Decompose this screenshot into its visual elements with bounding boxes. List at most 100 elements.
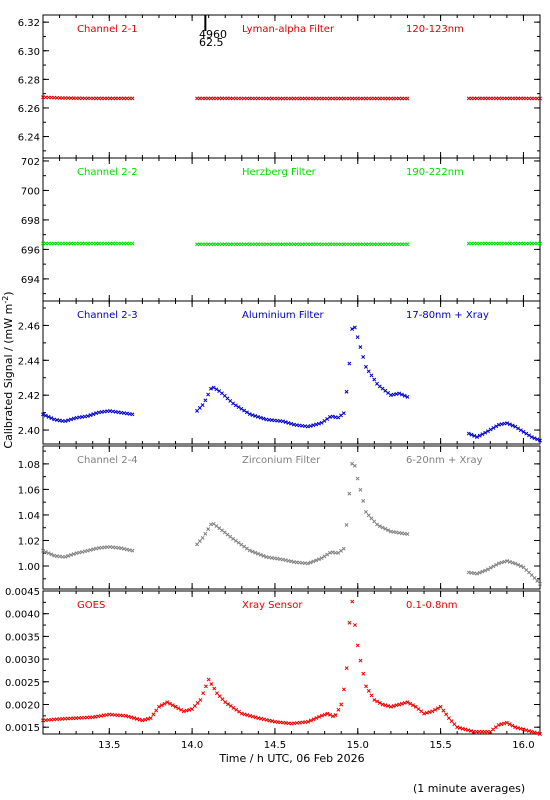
data-point — [452, 722, 457, 727]
data-point — [119, 410, 124, 415]
data-point — [234, 707, 239, 712]
data-point — [532, 436, 537, 441]
data-point — [350, 327, 355, 331]
data-point — [529, 729, 534, 734]
channel-label: Channel 2-1 — [77, 24, 138, 35]
data-point — [361, 498, 366, 503]
data-point — [469, 729, 473, 733]
data-point — [372, 377, 377, 382]
data-point — [529, 435, 534, 440]
data-point — [388, 393, 393, 398]
data-point — [424, 710, 429, 715]
data-point — [130, 241, 135, 246]
data-point — [341, 546, 346, 551]
data-point — [441, 708, 446, 713]
data-point — [108, 409, 113, 413]
data-point — [236, 540, 241, 545]
data-point — [344, 389, 349, 394]
band-label: 17-80nm + Xray — [406, 310, 489, 321]
data-point — [330, 550, 335, 555]
y-tick-label: 0.0030 — [5, 655, 40, 666]
data-point — [483, 568, 488, 573]
data-point — [127, 411, 132, 416]
data-point — [250, 413, 255, 418]
y-tick-label: 0.0035 — [5, 632, 40, 643]
panel-3: 2.40 2.42 2.44 2.46 Channel 2-3 Aluminium Fil… — [18, 300, 542, 445]
data-point — [366, 688, 371, 693]
data-point — [363, 364, 368, 369]
data-point — [430, 709, 435, 714]
x-axis-label: Time / h UTC, 06 Feb 2026 — [218, 752, 364, 765]
y-tick-label: 700 — [21, 186, 40, 197]
data-point — [71, 552, 76, 556]
data-point — [477, 433, 482, 438]
data-point — [325, 711, 330, 716]
data-point — [391, 392, 396, 397]
data-point — [319, 713, 324, 718]
data-point — [52, 553, 57, 558]
data-point — [352, 325, 357, 330]
data-point — [57, 418, 62, 423]
data-point — [399, 392, 404, 397]
data-point — [258, 415, 263, 420]
data-point — [388, 529, 393, 534]
data-point — [261, 717, 266, 722]
data-point — [137, 717, 142, 722]
data-point — [532, 576, 537, 580]
data-point — [402, 701, 407, 705]
data-point — [515, 725, 520, 730]
data-point — [496, 561, 501, 566]
data-point — [253, 414, 258, 418]
data-point — [325, 417, 330, 421]
data-point — [361, 671, 366, 676]
data-point — [242, 712, 247, 717]
data-point — [391, 704, 396, 708]
data-point — [449, 719, 454, 724]
channel-label: Channel 2-3 — [77, 310, 138, 321]
data-point — [261, 416, 266, 421]
data-point — [94, 411, 99, 416]
data-point — [237, 709, 241, 714]
data-point — [129, 715, 134, 720]
y-tick-label: 0.0045 — [5, 587, 40, 598]
data-point — [85, 414, 90, 419]
data-point — [123, 713, 128, 718]
band-label: 190-222nm — [406, 167, 464, 178]
data-point — [455, 725, 460, 730]
data-point — [316, 557, 321, 562]
data-point — [179, 707, 184, 712]
data-point — [253, 550, 258, 555]
data-point — [333, 713, 338, 718]
data-point — [466, 431, 471, 436]
data-point — [46, 414, 51, 419]
data-point — [46, 551, 51, 556]
data-point — [289, 421, 294, 426]
data-point — [311, 717, 316, 722]
data-point — [529, 573, 534, 577]
data-point — [344, 523, 349, 527]
data-point — [491, 564, 496, 569]
data-point — [124, 547, 129, 552]
data-point — [305, 561, 310, 566]
data-point — [85, 548, 90, 553]
data-point — [480, 432, 485, 437]
data-point — [347, 620, 352, 625]
data-point — [211, 385, 216, 390]
data-point — [422, 711, 426, 716]
data-point — [405, 96, 410, 101]
data-point — [516, 426, 521, 431]
y-tick-label: 702 — [21, 157, 40, 168]
y-tick-label: 0.0015 — [5, 723, 40, 734]
data-point — [342, 687, 346, 692]
y-tick-label: 696 — [21, 245, 40, 256]
data-point — [394, 703, 399, 708]
band-label: 120-123nm — [406, 24, 464, 35]
data-point — [457, 725, 462, 730]
data-point — [488, 565, 493, 570]
data-point — [283, 558, 288, 563]
data-point — [280, 557, 285, 562]
data-point — [341, 411, 346, 416]
data-point — [264, 554, 269, 559]
data-point — [91, 547, 96, 552]
panels-group: 6.24 6.26 6.28 6.30 6.32 Channel 2-1 Lyman-alp… — [5, 14, 542, 751]
